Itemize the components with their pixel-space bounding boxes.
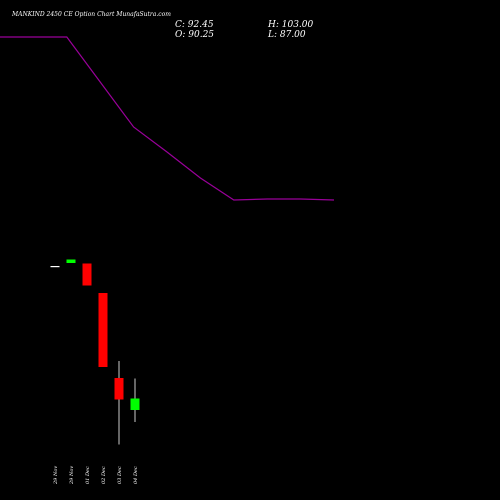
x-tick-label: 02 Dec [101, 466, 107, 484]
x-tick-label: 04 Dec [133, 466, 139, 484]
candle-body [130, 398, 140, 410]
x-tick-label: 01 Dec [85, 466, 91, 484]
candle-5 [114, 361, 124, 445]
candle-2 [66, 259, 76, 263]
candle-body [98, 293, 108, 367]
candle-3 [82, 263, 92, 286]
close-readout: C: 92.45 [175, 20, 214, 30]
candles [50, 259, 140, 445]
low-readout: L: 87.00 [267, 30, 306, 40]
candle-body [50, 266, 60, 268]
x-axis-tick-labels: 29 Nov 29 Nov 01 Dec 02 Dec 03 Dec 04 Dec [53, 466, 139, 485]
open-readout: O: 90.25 [175, 30, 214, 40]
indicator-lines [0, 36, 335, 201]
candle-1 [50, 266, 60, 268]
x-tick-label: 29 Nov [69, 466, 75, 485]
candle-body [66, 259, 76, 263]
candle-6 [130, 378, 140, 422]
x-tick-label: 29 Nov [53, 466, 59, 485]
x-tick-label: 03 Dec [117, 466, 123, 484]
chart-title: MANKIND 2450 CE Option Chart MunafaSutra… [11, 11, 171, 18]
indicator-line-2 [0, 36, 335, 201]
candle-body [82, 263, 92, 286]
candle-body [114, 378, 124, 400]
candle-4 [98, 293, 108, 367]
high-readout: H: 103.00 [267, 20, 314, 30]
